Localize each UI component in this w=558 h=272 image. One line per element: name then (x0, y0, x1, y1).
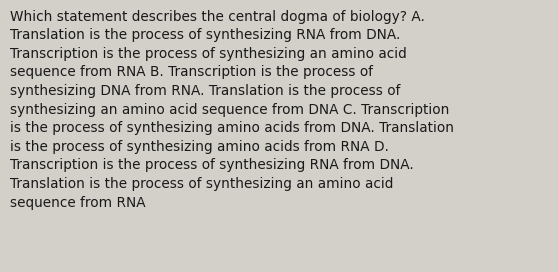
Text: Which statement describes the central dogma of biology? A.
Translation is the pr: Which statement describes the central do… (10, 10, 454, 210)
